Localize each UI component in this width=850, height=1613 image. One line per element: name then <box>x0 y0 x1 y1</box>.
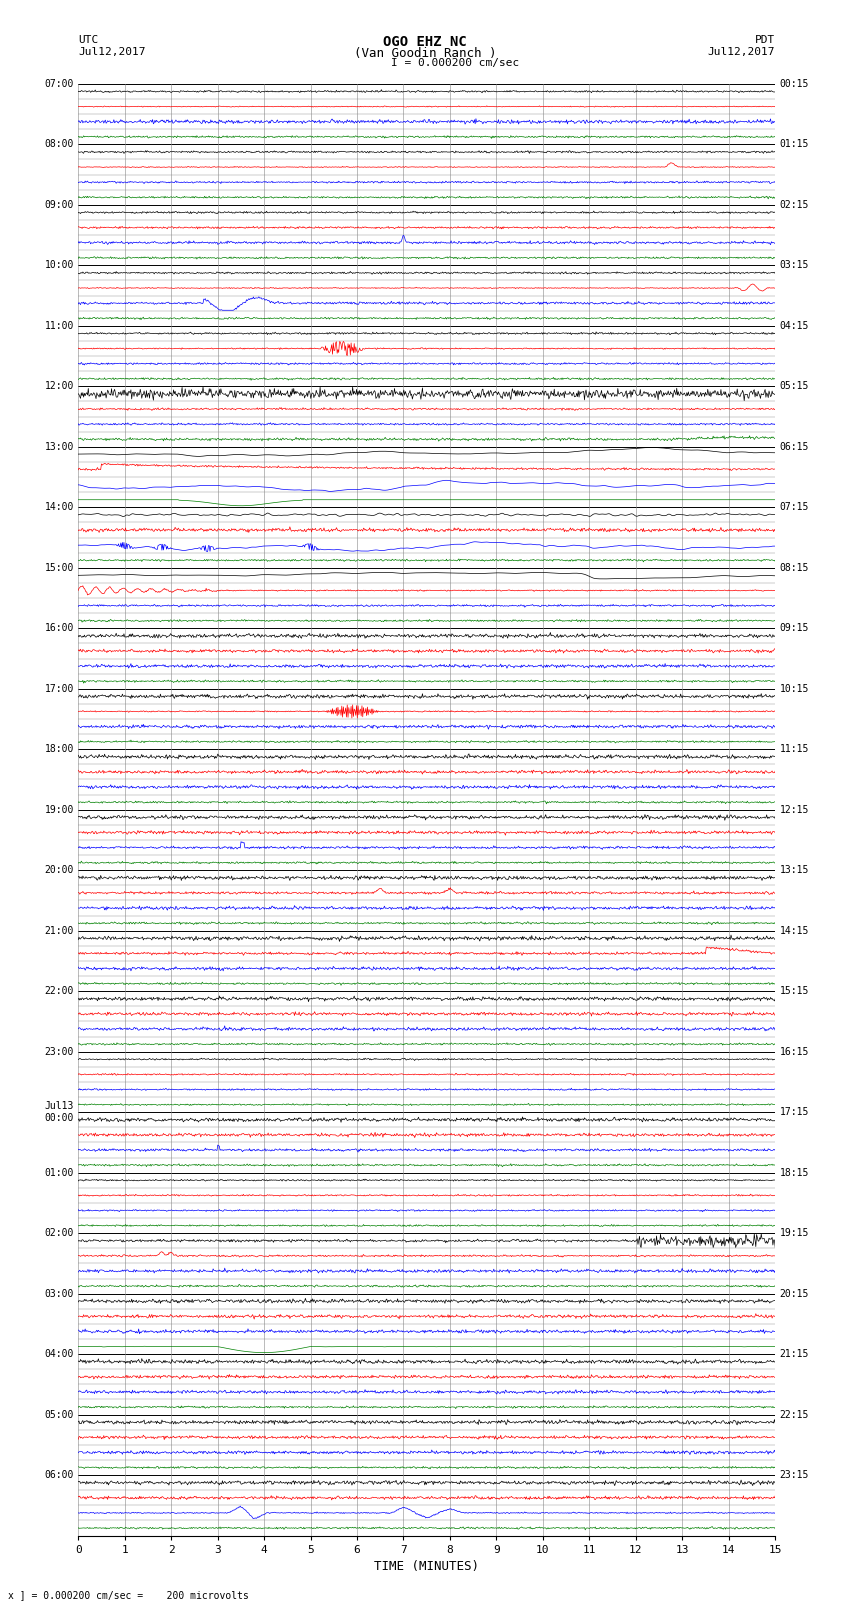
Text: 08:15: 08:15 <box>779 563 809 573</box>
Text: 18:00: 18:00 <box>44 744 74 755</box>
Text: 09:00: 09:00 <box>44 200 74 210</box>
Text: 09:15: 09:15 <box>779 623 809 634</box>
Text: 23:00: 23:00 <box>44 1047 74 1057</box>
Text: 20:15: 20:15 <box>779 1289 809 1298</box>
Text: 14:15: 14:15 <box>779 926 809 936</box>
Text: 11:15: 11:15 <box>779 744 809 755</box>
Text: 15:00: 15:00 <box>44 563 74 573</box>
Text: 06:00: 06:00 <box>44 1469 74 1481</box>
Text: 02:15: 02:15 <box>779 200 809 210</box>
Text: (Van Goodin Ranch ): (Van Goodin Ranch ) <box>354 47 496 60</box>
Text: 07:15: 07:15 <box>779 502 809 513</box>
Text: 08:00: 08:00 <box>44 139 74 150</box>
Text: 23:15: 23:15 <box>779 1469 809 1481</box>
Text: 16:00: 16:00 <box>44 623 74 634</box>
Text: UTC: UTC <box>78 35 99 45</box>
Text: 02:00: 02:00 <box>44 1227 74 1239</box>
Text: 04:00: 04:00 <box>44 1348 74 1360</box>
Text: 05:00: 05:00 <box>44 1410 74 1419</box>
Text: 21:00: 21:00 <box>44 926 74 936</box>
Text: 19:15: 19:15 <box>779 1227 809 1239</box>
Text: 01:00: 01:00 <box>44 1168 74 1177</box>
Text: 05:15: 05:15 <box>779 381 809 392</box>
Text: 03:15: 03:15 <box>779 260 809 271</box>
Text: 11:00: 11:00 <box>44 321 74 331</box>
Text: I = 0.000200 cm/sec: I = 0.000200 cm/sec <box>391 58 519 68</box>
Text: 07:00: 07:00 <box>44 79 74 89</box>
Text: 21:15: 21:15 <box>779 1348 809 1360</box>
Text: 10:00: 10:00 <box>44 260 74 271</box>
Text: 03:00: 03:00 <box>44 1289 74 1298</box>
Text: Jul12,2017: Jul12,2017 <box>708 47 775 56</box>
Text: 16:15: 16:15 <box>779 1047 809 1057</box>
Text: 22:00: 22:00 <box>44 986 74 997</box>
Text: 01:15: 01:15 <box>779 139 809 150</box>
Text: 12:15: 12:15 <box>779 805 809 815</box>
Text: 04:15: 04:15 <box>779 321 809 331</box>
Text: Jul13
00:00: Jul13 00:00 <box>44 1102 74 1123</box>
Text: 15:15: 15:15 <box>779 986 809 997</box>
Text: 20:00: 20:00 <box>44 865 74 876</box>
X-axis label: TIME (MINUTES): TIME (MINUTES) <box>374 1560 479 1573</box>
Text: 17:00: 17:00 <box>44 684 74 694</box>
Text: 12:00: 12:00 <box>44 381 74 392</box>
Text: 14:00: 14:00 <box>44 502 74 513</box>
Text: 13:15: 13:15 <box>779 865 809 876</box>
Text: PDT: PDT <box>755 35 775 45</box>
Text: OGO EHZ NC: OGO EHZ NC <box>383 35 467 50</box>
Text: 06:15: 06:15 <box>779 442 809 452</box>
Text: 13:00: 13:00 <box>44 442 74 452</box>
Text: x ] = 0.000200 cm/sec =    200 microvolts: x ] = 0.000200 cm/sec = 200 microvolts <box>8 1590 249 1600</box>
Text: 19:00: 19:00 <box>44 805 74 815</box>
Text: 00:15: 00:15 <box>779 79 809 89</box>
Text: 18:15: 18:15 <box>779 1168 809 1177</box>
Text: 22:15: 22:15 <box>779 1410 809 1419</box>
Text: Jul12,2017: Jul12,2017 <box>78 47 145 56</box>
Text: 10:15: 10:15 <box>779 684 809 694</box>
Text: 17:15: 17:15 <box>779 1107 809 1118</box>
